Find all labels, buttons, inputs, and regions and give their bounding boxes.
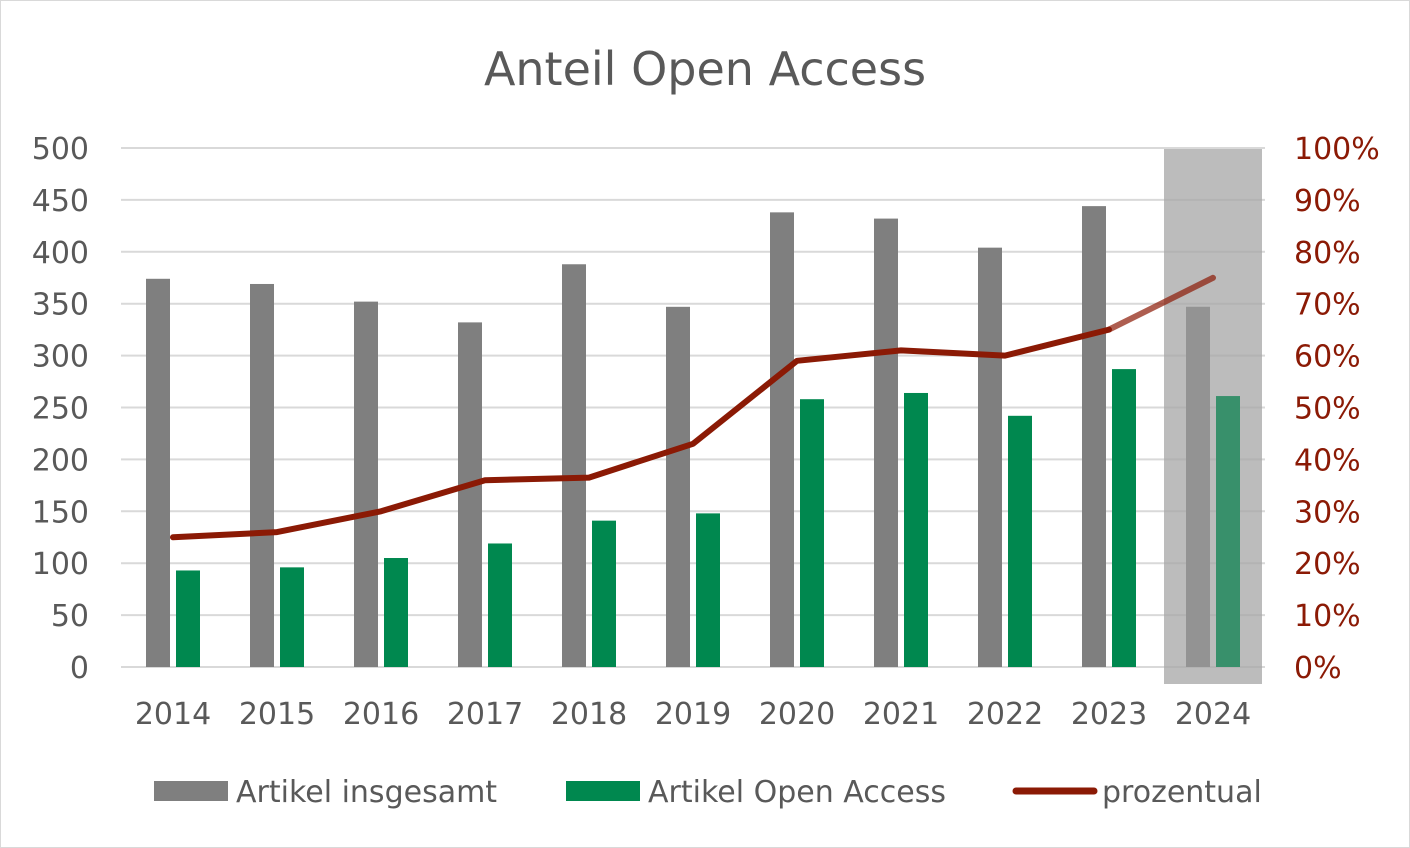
- highlight-tint-total: [1186, 306, 1210, 667]
- left-tick-label: 50: [51, 599, 89, 634]
- legend-label: prozentual: [1102, 775, 1262, 810]
- left-tick-label: 100: [32, 547, 89, 582]
- x-tick-label: 2018: [551, 697, 627, 732]
- x-tick-label: 2017: [447, 697, 523, 732]
- bar-artikel-open-access-2017: [488, 543, 512, 667]
- percentage-line: [170, 274, 1216, 541]
- x-tick-label: 2015: [239, 697, 315, 732]
- right-tick-label: 10%: [1294, 599, 1361, 634]
- x-tick-label: 2022: [967, 697, 1043, 732]
- right-tick-label: 60%: [1294, 340, 1361, 375]
- bar-artikel-open-access-2021: [904, 392, 928, 667]
- bar-artikel-open-access-2015: [280, 567, 304, 667]
- bar-artikel-open-access-2022: [1008, 415, 1032, 667]
- left-tick-label: 150: [32, 495, 89, 530]
- bar-artikel-insgesamt-2017: [458, 322, 482, 667]
- bar-artikel-insgesamt-2023: [1082, 206, 1106, 668]
- chart-title: Anteil Open Access: [484, 42, 926, 96]
- highlight-tint-open-access: [1216, 396, 1240, 667]
- left-tick-label: 250: [32, 392, 89, 427]
- right-tick-label: 50%: [1294, 392, 1361, 427]
- right-tick-label: 30%: [1294, 495, 1361, 530]
- left-tick-label: 0: [70, 651, 89, 686]
- x-tick-label: 2024: [1175, 697, 1251, 732]
- right-tick-label: 100%: [1294, 132, 1380, 167]
- bar-artikel-insgesamt-2014: [146, 278, 170, 667]
- right-axis: 0% 10% 20% 30% 40% 50% 60% 70% 80% 90% 100%: [1294, 132, 1380, 686]
- left-tick-label: 450: [32, 184, 89, 219]
- legend-swatch-0: [154, 781, 228, 801]
- x-tick-label: 2020: [759, 697, 835, 732]
- right-tick-label: 80%: [1294, 236, 1361, 271]
- right-tick-label: 0%: [1294, 651, 1342, 686]
- legend-swatch-1: [566, 781, 640, 801]
- highlight-band: [1164, 149, 1262, 684]
- bar-artikel-insgesamt-2024: [1186, 306, 1210, 667]
- right-tick-label: 90%: [1294, 184, 1361, 219]
- bar-artikel-insgesamt-2015: [250, 283, 274, 667]
- bar-artikel-open-access-2023: [1112, 369, 1136, 667]
- x-axis: 2014 2015 2016 2017 2018 2019 2020 2021 2022 2023…: [135, 697, 1251, 732]
- bar-artikel-insgesamt-2022: [978, 247, 1002, 667]
- bar-artikel-insgesamt-2019: [666, 306, 690, 667]
- legend-label: Artikel Open Access: [648, 775, 946, 810]
- bar-artikel-insgesamt-2018: [562, 264, 586, 667]
- right-tick-label: 20%: [1294, 547, 1361, 582]
- x-tick-label: 2019: [655, 697, 731, 732]
- bar-artikel-open-access-2020: [800, 399, 824, 667]
- prozentual-line: [170, 326, 1112, 541]
- right-tick-label: 40%: [1294, 443, 1361, 478]
- bar-artikel-open-access-2018: [592, 520, 616, 667]
- x-tick-label: 2016: [343, 697, 419, 732]
- bar-artikel-open-access-2014: [176, 570, 200, 667]
- left-tick-label: 500: [32, 132, 89, 167]
- left-tick-label: 200: [32, 443, 89, 478]
- bar-artikel-open-access-2024: [1216, 396, 1240, 667]
- bar-artikel-open-access-2016: [384, 558, 408, 667]
- left-axis: 0 50 100 150 200 250 300 350 400 450 500: [32, 132, 89, 686]
- right-tick-label: 70%: [1294, 288, 1361, 323]
- bar-artikel-insgesamt-2020: [770, 212, 794, 667]
- bar-artikel-insgesamt-2016: [354, 301, 378, 667]
- left-tick-label: 400: [32, 236, 89, 271]
- left-tick-label: 350: [32, 288, 89, 323]
- bar-artikel-open-access-2019: [696, 513, 720, 667]
- bars: [146, 206, 1240, 668]
- x-tick-label: 2021: [863, 697, 939, 732]
- legend: Artikel insgesamt Artikel Open Access proz…: [154, 775, 1262, 810]
- legend-label: Artikel insgesamt: [236, 775, 497, 810]
- left-tick-label: 300: [32, 340, 89, 375]
- gridlines: [121, 147, 1265, 668]
- highlight-band-rect: [1164, 149, 1262, 684]
- bar-artikel-insgesamt-2021: [874, 218, 898, 668]
- x-tick-label: 2023: [1071, 697, 1147, 732]
- prozentual-line-highlight-segment: [1106, 274, 1216, 333]
- x-tick-label: 2014: [135, 697, 211, 732]
